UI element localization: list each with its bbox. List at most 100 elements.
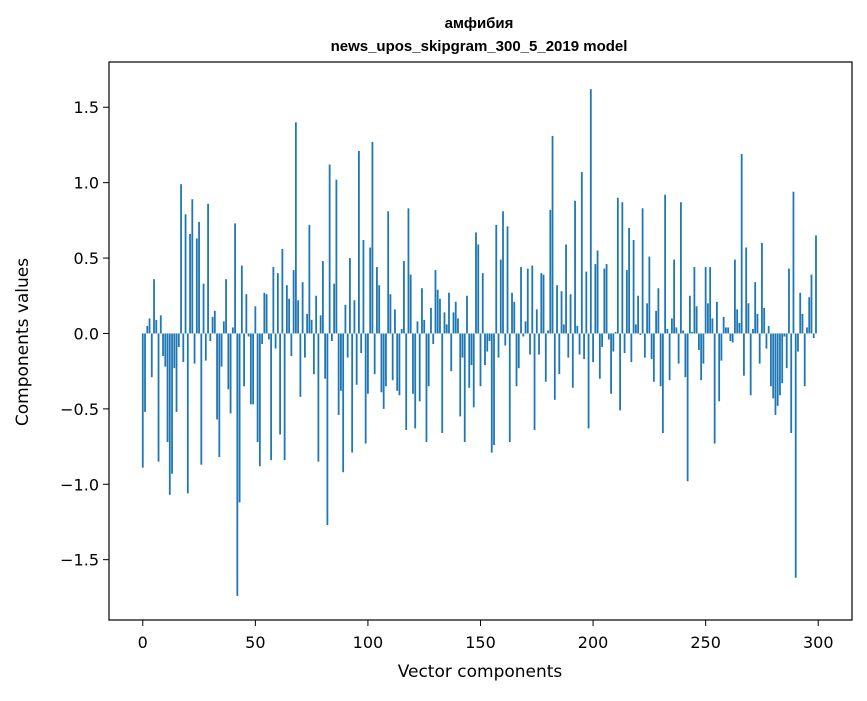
bar <box>702 333 705 364</box>
bar <box>175 333 178 412</box>
bar <box>193 333 196 364</box>
y-axis-label: Components values <box>13 258 33 426</box>
bar <box>425 333 428 443</box>
bar <box>592 333 594 363</box>
bar <box>378 285 381 334</box>
bar <box>594 264 597 334</box>
bar <box>583 333 585 360</box>
bar <box>792 191 795 334</box>
bar <box>659 333 662 387</box>
bar <box>673 259 676 334</box>
bar <box>704 267 707 334</box>
bar <box>619 333 621 411</box>
bar <box>389 294 392 334</box>
bar <box>605 264 608 334</box>
bar <box>779 333 781 396</box>
bar <box>783 333 786 337</box>
bar <box>578 333 581 355</box>
bar <box>776 333 779 406</box>
bar <box>668 333 671 381</box>
bar <box>166 333 169 443</box>
bar <box>499 259 502 334</box>
bar <box>790 333 793 433</box>
bar <box>216 333 218 420</box>
bar <box>522 333 525 337</box>
bar <box>580 172 583 334</box>
bar <box>585 271 588 334</box>
bar <box>740 153 743 334</box>
y-tick-label: −1.5 <box>60 551 99 570</box>
bar <box>229 333 232 414</box>
bar <box>315 295 318 334</box>
bar <box>661 333 664 433</box>
bar <box>247 333 250 337</box>
bar <box>468 333 471 388</box>
bar <box>204 333 207 361</box>
bar <box>810 274 813 334</box>
bar <box>639 333 642 335</box>
bar <box>524 321 527 334</box>
bar <box>285 285 288 334</box>
bar <box>387 211 390 334</box>
bar <box>459 333 462 417</box>
bar <box>301 282 304 334</box>
bar <box>466 295 468 334</box>
bar <box>589 89 592 334</box>
x-axis-label: Vector components <box>398 662 563 682</box>
bar <box>198 221 200 334</box>
bar <box>549 209 552 334</box>
bar <box>211 316 214 334</box>
bar <box>707 303 709 334</box>
bar <box>432 333 435 345</box>
bar <box>801 313 804 334</box>
bar <box>164 333 167 367</box>
bar <box>517 333 520 369</box>
bar <box>761 242 763 334</box>
bar <box>396 333 399 391</box>
bar <box>630 333 633 363</box>
bar <box>632 239 635 334</box>
bar <box>254 306 257 334</box>
bar <box>312 333 315 375</box>
bar <box>335 179 338 334</box>
bar <box>418 333 421 402</box>
bar <box>358 150 360 334</box>
bar <box>679 202 682 334</box>
bar <box>540 273 543 334</box>
bar <box>720 333 723 361</box>
bar <box>385 333 387 387</box>
bar <box>634 324 637 334</box>
bar <box>520 267 522 334</box>
bar <box>168 333 171 495</box>
bar <box>745 247 748 334</box>
bar <box>625 270 628 334</box>
bar <box>290 333 293 357</box>
bar <box>454 301 457 334</box>
bar <box>670 318 673 334</box>
bar <box>587 333 590 429</box>
bar <box>803 333 806 387</box>
bar <box>767 325 770 334</box>
bar <box>333 283 336 334</box>
bar <box>553 333 556 400</box>
bar <box>382 333 385 409</box>
bar <box>207 203 209 334</box>
bar <box>722 316 725 334</box>
bar <box>155 319 158 334</box>
bar <box>328 164 331 334</box>
bar <box>493 333 495 446</box>
bar <box>612 333 615 352</box>
bar <box>457 318 459 334</box>
bar <box>189 233 191 334</box>
bar <box>427 333 430 387</box>
bar <box>195 238 198 334</box>
bar <box>765 333 768 349</box>
bar <box>533 333 536 430</box>
bar <box>562 324 565 334</box>
bar <box>445 324 448 334</box>
x-tick-label: 150 <box>465 633 496 652</box>
bar <box>225 279 227 334</box>
bar <box>542 274 545 334</box>
bar <box>785 333 788 369</box>
